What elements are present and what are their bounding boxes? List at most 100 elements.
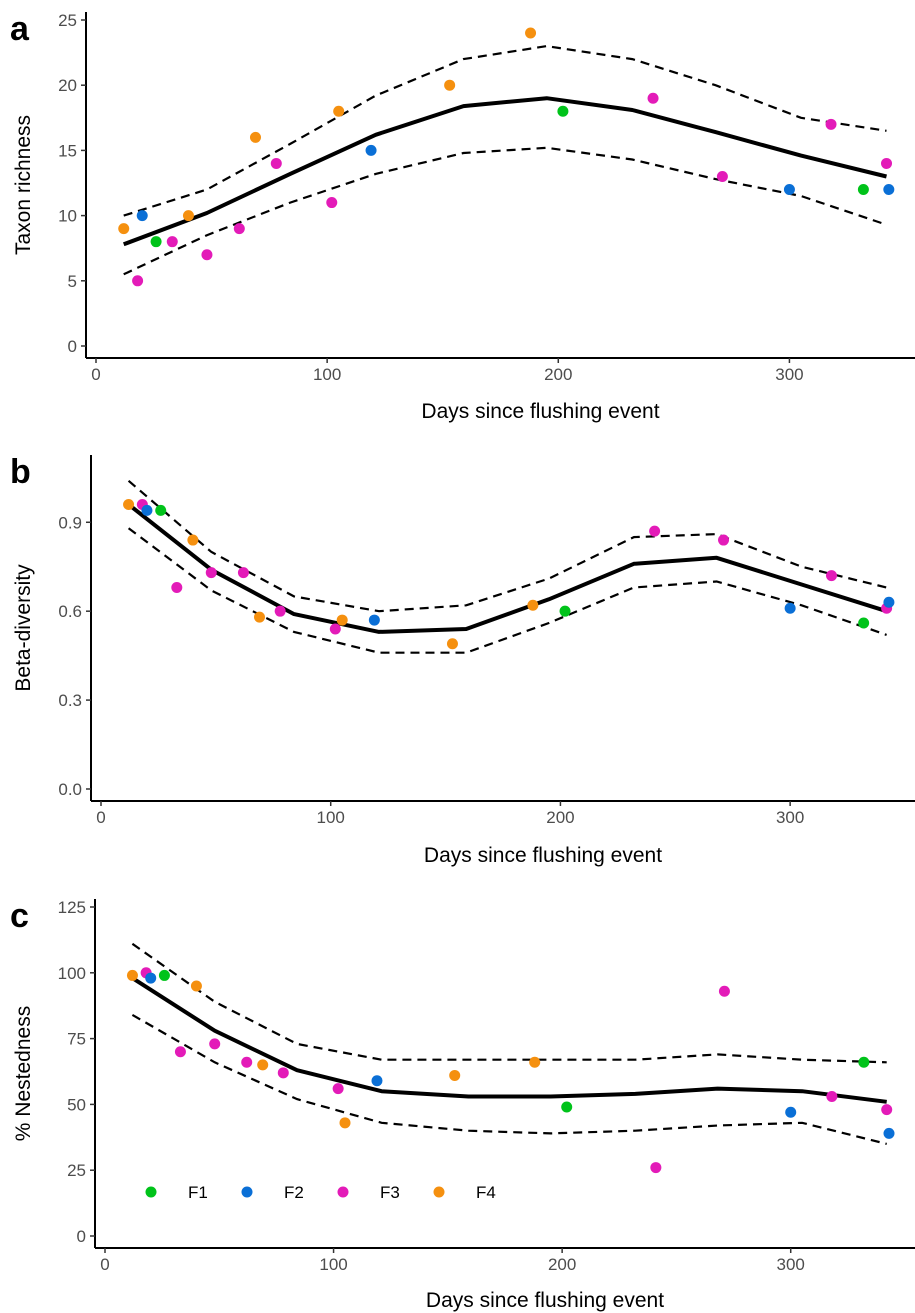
data-point-f3: [201, 249, 213, 261]
fitted-trend-line: [131, 976, 887, 1104]
y-tick-label: 125: [58, 898, 86, 917]
data-point-f3: [174, 1046, 186, 1058]
y-tick-label: 25: [67, 1161, 86, 1180]
data-point-f1: [858, 617, 870, 629]
data-point-f3: [826, 1091, 838, 1103]
data-point-f3: [270, 157, 282, 169]
y-tick-label: 50: [67, 1095, 86, 1114]
data-point-f4: [449, 1069, 461, 1081]
y-tick-label: 0.0: [58, 780, 82, 799]
data-point-f2: [136, 210, 148, 222]
lower-confidence-line: [123, 146, 887, 276]
data-point-f3: [233, 223, 245, 235]
data-point-f2: [371, 1075, 383, 1087]
legend-label-f2: F2: [284, 1183, 304, 1202]
data-point-f3: [326, 197, 338, 209]
x-tick-label: 100: [313, 365, 341, 384]
data-point-f3: [825, 118, 837, 130]
y-tick-label: 100: [58, 964, 86, 983]
data-point-f1: [561, 1101, 573, 1113]
upper-confidence-line: [127, 479, 887, 613]
data-point-f4: [529, 1056, 541, 1068]
y-tick-label: 5: [68, 272, 77, 291]
data-point-f3: [881, 157, 893, 169]
x-tick-label: 0: [96, 808, 105, 827]
data-point-f3: [825, 570, 837, 582]
data-point-f4: [333, 105, 345, 117]
y-tick-label: 0.3: [58, 691, 82, 710]
data-point-f2: [145, 972, 157, 984]
data-point-f3: [718, 985, 730, 997]
data-point-f3: [649, 525, 661, 537]
data-point-f3: [332, 1083, 344, 1095]
data-point-f3: [277, 1067, 289, 1079]
data-point-f3: [647, 92, 659, 104]
legend-swatch-f4: [433, 1186, 445, 1198]
data-point-f3: [716, 170, 728, 182]
legend-swatch-f2: [241, 1186, 253, 1198]
data-point-f4: [123, 498, 135, 510]
upper-confidence-line: [131, 942, 887, 1064]
y-axis-title: Taxon richness: [12, 115, 35, 255]
data-point-f1: [150, 236, 162, 248]
data-point-f3: [274, 605, 286, 617]
data-point-f3: [209, 1038, 221, 1050]
data-point-f4: [339, 1117, 351, 1129]
data-point-f2: [883, 1127, 895, 1139]
x-axis-title: Days since flushing event: [424, 844, 662, 867]
y-axis-title: Beta-diversity: [12, 564, 35, 692]
legend-label-f3: F3: [380, 1183, 400, 1202]
fitted-trend-line: [122, 96, 887, 247]
data-point-f1: [858, 1056, 870, 1068]
legend-label-f1: F1: [188, 1183, 208, 1202]
data-point-f4: [336, 614, 348, 626]
y-tick-label: 75: [67, 1030, 86, 1049]
data-point-f4: [190, 980, 202, 992]
data-point-f4: [126, 969, 138, 981]
data-point-f1: [155, 504, 167, 516]
x-tick-label: 100: [319, 1255, 347, 1274]
y-tick-label: 0.9: [58, 513, 82, 532]
x-tick-label: 200: [548, 1255, 576, 1274]
data-point-f4: [257, 1059, 269, 1071]
data-point-f4: [527, 599, 539, 611]
x-axis-title: Days since flushing event: [421, 400, 659, 423]
x-tick-label: 200: [544, 365, 572, 384]
data-point-f4: [118, 223, 130, 235]
panel-label-b: b: [10, 453, 31, 491]
lower-confidence-line: [127, 527, 887, 654]
data-point-f2: [785, 1106, 797, 1118]
data-point-f3: [329, 623, 341, 635]
x-axis-title: Days since flushing event: [426, 1289, 664, 1312]
panel-label-c: c: [10, 897, 29, 935]
x-tick-label: 0: [100, 1255, 109, 1274]
data-point-f2: [365, 144, 377, 156]
legend-label-f4: F4: [476, 1183, 496, 1202]
y-tick-label: 0: [68, 337, 77, 356]
y-tick-label: 10: [58, 207, 77, 226]
data-point-f1: [557, 105, 569, 117]
data-point-f3: [718, 534, 730, 546]
data-point-f1: [158, 969, 170, 981]
y-tick-label: 0: [77, 1227, 86, 1246]
data-point-f4: [444, 79, 456, 91]
upper-confidence-line: [123, 44, 887, 217]
data-point-f2: [883, 596, 895, 608]
data-point-f3: [650, 1162, 662, 1174]
data-point-f2: [141, 504, 153, 516]
data-point-f2: [368, 614, 380, 626]
data-point-f4: [182, 210, 194, 222]
panel-c: c 0 25 50 75 100 125 0 100 200 300 Days since flush…: [10, 897, 915, 1312]
data-point-f3: [132, 275, 144, 287]
data-point-f2: [783, 184, 795, 196]
legend-swatch-f1: [145, 1186, 157, 1198]
data-point-f3: [881, 1104, 893, 1116]
x-tick-label: 200: [546, 808, 574, 827]
y-axis-title: % Nestedness: [12, 1006, 35, 1141]
panel-a: a 0 5 10 15 20 25 0 100 200 300 Days since flushing…: [10, 10, 915, 423]
data-point-f3: [237, 567, 249, 579]
data-point-f4: [187, 534, 199, 546]
y-tick-label: 25: [58, 11, 77, 30]
data-point-f3: [241, 1056, 253, 1068]
